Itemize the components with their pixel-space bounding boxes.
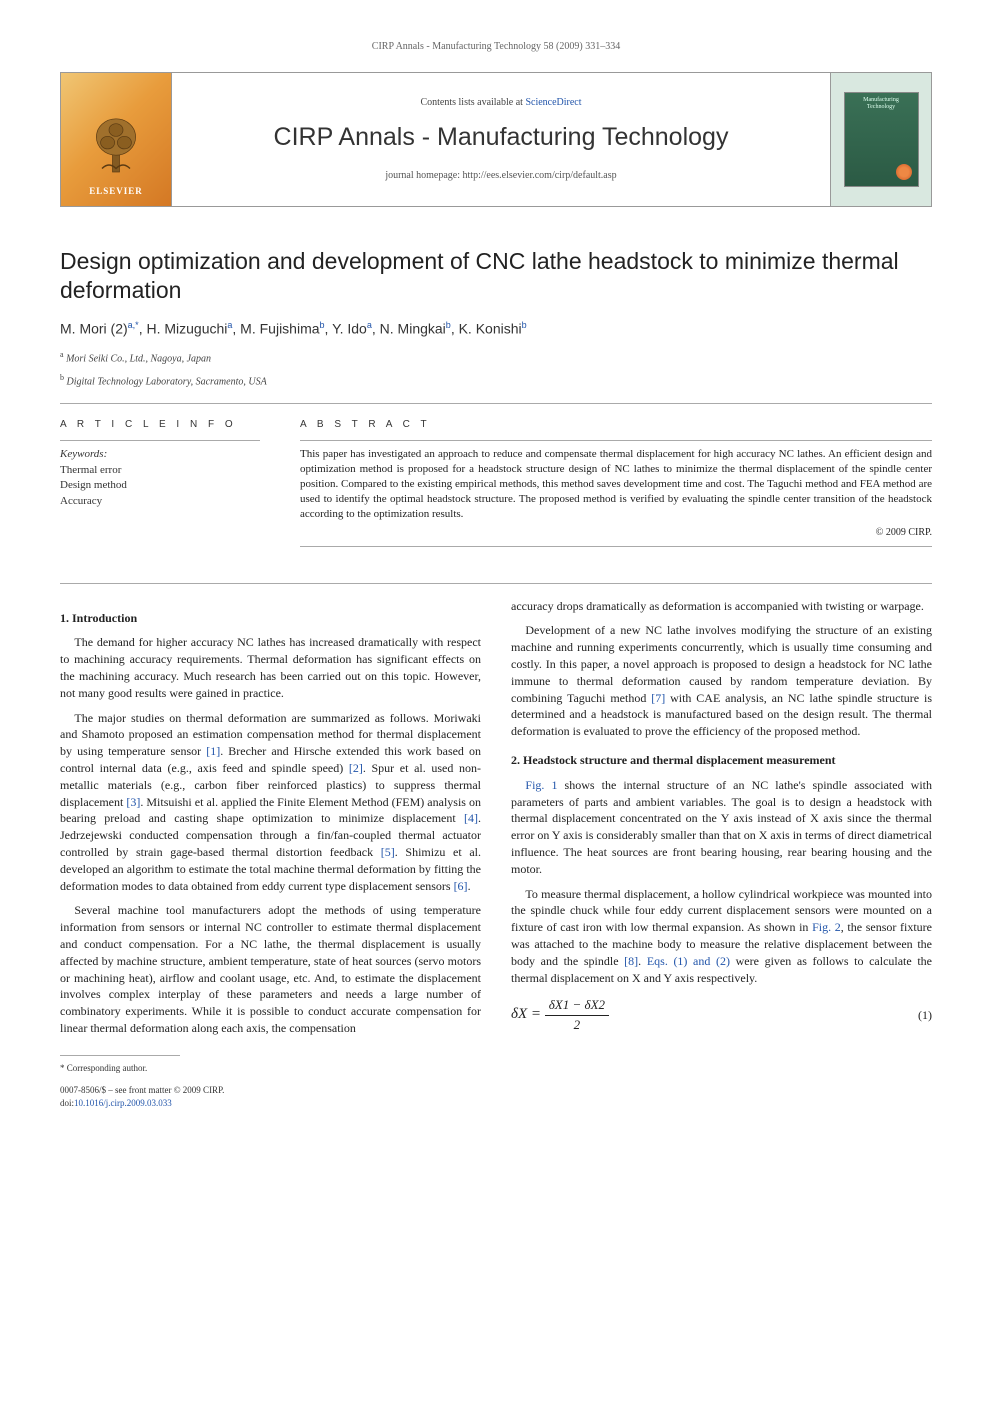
doi-line: doi:10.1016/j.cirp.2009.03.033 xyxy=(60,1097,481,1110)
equation-link[interactable]: Eqs. (1) and (2) xyxy=(647,954,730,968)
masthead-center: Contents lists available at ScienceDirec… xyxy=(171,73,831,206)
body-paragraph: The demand for higher accuracy NC lathes… xyxy=(60,634,481,701)
figure-link[interactable]: Fig. 2 xyxy=(812,920,841,934)
equation-body: δX = δX1 − δX22 xyxy=(511,996,609,1033)
citation-link[interactable]: [6] xyxy=(454,879,468,893)
numerator: δX1 − δX2 xyxy=(545,996,609,1015)
running-header: CIRP Annals - Manufacturing Technology 5… xyxy=(60,40,932,54)
keyword-item: Design method xyxy=(60,478,260,493)
text-run: . xyxy=(638,954,647,968)
divider xyxy=(60,403,932,404)
contents-prefix: Contents lists available at xyxy=(420,97,525,108)
body-paragraph: Several machine tool manufacturers adopt… xyxy=(60,902,481,1036)
cover-globe-icon xyxy=(896,164,912,180)
abstract-text: This paper has investigated an approach … xyxy=(300,447,932,521)
divider xyxy=(300,546,932,547)
corresponding-author-footnote: * Corresponding author. xyxy=(60,1062,481,1075)
keyword-item: Thermal error xyxy=(60,463,260,478)
eq-lhs: δX = xyxy=(511,1006,545,1022)
article-info-col: A R T I C L E I N F O Keywords: Thermal … xyxy=(60,418,260,552)
citation-link[interactable]: [4] xyxy=(464,811,478,825)
elsevier-wordmark: ELSEVIER xyxy=(89,185,143,198)
fraction: δX1 − δX22 xyxy=(545,996,609,1033)
denominator: 2 xyxy=(545,1016,609,1034)
section-2-heading: 2. Headstock structure and thermal displ… xyxy=(511,752,932,769)
info-abstract-row: A R T I C L E I N F O Keywords: Thermal … xyxy=(60,418,932,552)
abstract-heading: A B S T R A C T xyxy=(300,418,932,432)
body-paragraph: To measure thermal displacement, a hollo… xyxy=(511,886,932,987)
footnote-rule xyxy=(60,1055,180,1056)
elsevier-logo-box: ELSEVIER xyxy=(61,73,171,206)
body-two-col: 1. Introduction The demand for higher ac… xyxy=(60,598,932,1110)
journal-cover-thumb: Manufacturing Technology xyxy=(831,73,931,206)
body-paragraph: The major studies on thermal deformation… xyxy=(60,710,481,895)
article-info-heading: A R T I C L E I N F O xyxy=(60,418,260,432)
citation-link[interactable]: [2] xyxy=(349,761,363,775)
journal-homepage: journal homepage: http://ees.elsevier.co… xyxy=(385,169,616,183)
affiliation-text: Mori Seiki Co., Ltd., Nagoya, Japan xyxy=(66,353,211,364)
author-list: M. Mori (2)a,*, H. Mizuguchia, M. Fujish… xyxy=(60,319,932,339)
keyword-item: Accuracy xyxy=(60,494,260,509)
journal-title: CIRP Annals - Manufacturing Technology xyxy=(274,120,729,155)
left-column: 1. Introduction The demand for higher ac… xyxy=(60,598,481,1110)
affiliation-b: b Digital Technology Laboratory, Sacrame… xyxy=(60,372,932,389)
citation-link[interactable]: [5] xyxy=(381,845,395,859)
body-paragraph-continuation: accuracy drops dramatically as deformati… xyxy=(511,598,932,615)
affiliation-a: a Mori Seiki Co., Ltd., Nagoya, Japan xyxy=(60,349,932,366)
article-title: Design optimization and development of C… xyxy=(60,247,932,305)
affiliation-marker: a xyxy=(60,350,64,359)
doi-prefix: doi: xyxy=(60,1098,74,1108)
abstract-col: A B S T R A C T This paper has investiga… xyxy=(300,418,932,552)
issn-line: 0007-8506/$ – see front matter © 2009 CI… xyxy=(60,1084,481,1097)
footnote-text: Corresponding author. xyxy=(67,1063,148,1073)
citation-link[interactable]: [1] xyxy=(206,744,220,758)
keywords-label: Keywords: xyxy=(60,447,260,462)
elsevier-tree-icon xyxy=(81,109,151,179)
divider xyxy=(60,583,932,584)
cover-label: Manufacturing Technology xyxy=(849,97,914,110)
figure-link[interactable]: Fig. 1 xyxy=(525,778,557,792)
contents-available-line: Contents lists available at ScienceDirec… xyxy=(420,96,581,110)
affiliations-block: a Mori Seiki Co., Ltd., Nagoya, Japan b … xyxy=(60,349,932,390)
divider xyxy=(60,440,260,441)
text-run: shows the internal structure of an NC la… xyxy=(511,778,932,876)
citation-link[interactable]: [7] xyxy=(651,691,665,705)
masthead: ELSEVIER Contents lists available at Sci… xyxy=(60,72,932,207)
affiliation-marker: b xyxy=(60,373,64,382)
footer-copyright: 0007-8506/$ – see front matter © 2009 CI… xyxy=(60,1084,481,1109)
right-column: accuracy drops dramatically as deformati… xyxy=(511,598,932,1110)
affiliation-text: Digital Technology Laboratory, Sacrament… xyxy=(67,376,267,387)
footnote-marker: * xyxy=(60,1063,67,1073)
citation-link[interactable]: [8] xyxy=(624,954,638,968)
cover-image: Manufacturing Technology xyxy=(844,92,919,187)
body-paragraph: Fig. 1 shows the internal structure of a… xyxy=(511,777,932,878)
abstract-copyright: © 2009 CIRP. xyxy=(300,526,932,540)
citation-link[interactable]: [3] xyxy=(126,795,140,809)
body-paragraph: Development of a new NC lathe involves m… xyxy=(511,622,932,740)
sciencedirect-link[interactable]: ScienceDirect xyxy=(525,97,581,108)
equation-1: δX = δX1 − δX22 (1) xyxy=(511,996,932,1033)
doi-link[interactable]: 10.1016/j.cirp.2009.03.033 xyxy=(74,1098,172,1108)
section-1-heading: 1. Introduction xyxy=(60,610,481,627)
equation-number: (1) xyxy=(918,1007,932,1024)
divider xyxy=(300,440,932,441)
